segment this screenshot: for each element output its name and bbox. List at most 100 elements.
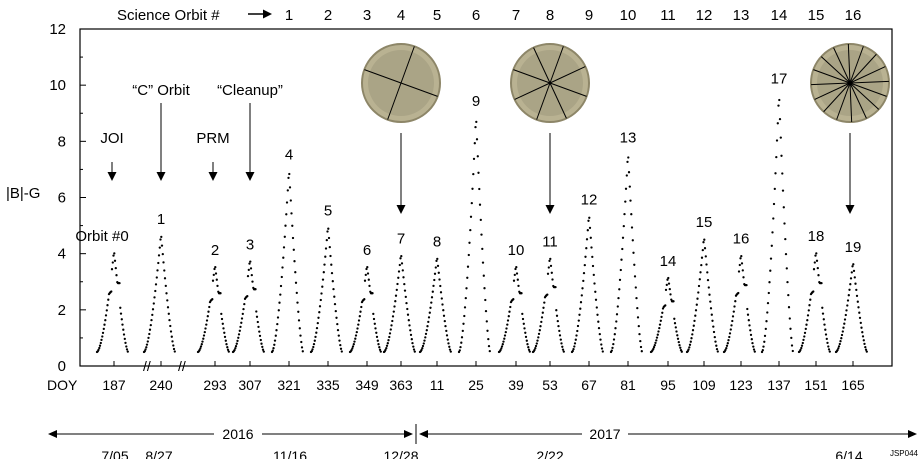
data-point [294, 281, 298, 284]
data-point [770, 244, 773, 247]
data-point [200, 343, 203, 346]
data-point [373, 322, 376, 325]
data-point [864, 345, 867, 349]
data-point [378, 348, 382, 351]
data-point [814, 254, 817, 257]
data-point [261, 345, 264, 349]
data-point [406, 307, 409, 311]
data-point [145, 346, 148, 349]
data-point [163, 269, 166, 272]
data-point [449, 350, 452, 353]
doy-tick-label: 123 [729, 377, 753, 393]
data-point [849, 283, 852, 286]
data-point [841, 330, 844, 333]
data-point [364, 273, 367, 277]
data-point [731, 315, 735, 318]
data-point [314, 335, 317, 339]
data-point [824, 328, 827, 331]
data-point [813, 261, 816, 264]
data-point [821, 312, 825, 315]
data-point [513, 273, 516, 277]
data-point [240, 317, 244, 320]
orbit-peak-label: 14 [660, 253, 677, 270]
data-point [479, 218, 482, 222]
data-point [822, 318, 825, 321]
data-point [584, 255, 587, 258]
data-point [406, 313, 410, 316]
data-point [508, 310, 511, 313]
data-point [459, 345, 462, 349]
data-point [359, 310, 362, 313]
data-point [689, 340, 692, 343]
data-point [336, 328, 340, 332]
orbit-pulse [382, 254, 416, 354]
data-point [652, 347, 655, 351]
data-point [514, 267, 517, 271]
data-point [558, 334, 562, 337]
data-point [405, 301, 408, 305]
data-point [693, 319, 696, 323]
data-point [442, 314, 446, 317]
data-point [440, 297, 443, 300]
data-point [776, 122, 779, 125]
disc-sector-line [400, 46, 415, 84]
data-point [661, 311, 664, 314]
data-point [763, 334, 767, 338]
data-point [799, 348, 802, 352]
data-point [153, 296, 156, 299]
data-point [537, 332, 541, 336]
orbit-pulse [570, 216, 604, 354]
data-point [863, 342, 866, 346]
data-point [428, 311, 431, 314]
data-point [466, 265, 470, 268]
disc-sector-line [849, 82, 880, 110]
doy-tick-label: 67 [581, 377, 597, 393]
data-point [713, 335, 716, 339]
axis-break-2: // [178, 358, 186, 374]
data-point [802, 338, 805, 342]
data-point [771, 231, 774, 234]
data-point [787, 293, 790, 297]
data-point [392, 310, 395, 313]
data-point [550, 271, 553, 274]
data-point [655, 339, 658, 342]
data-point [748, 324, 751, 327]
data-point [161, 252, 164, 256]
data-point [582, 279, 585, 283]
data-point [375, 335, 379, 339]
data-point [775, 139, 779, 142]
data-point [806, 314, 810, 317]
orbit-pulse [457, 120, 491, 354]
data-point [502, 340, 505, 343]
data-point [630, 226, 634, 229]
science-orbit-number: 3 [363, 7, 371, 24]
data-point [632, 251, 635, 254]
data-point [483, 287, 486, 290]
data-point [840, 337, 843, 340]
data-point [730, 324, 733, 327]
data-point [726, 342, 729, 345]
data-point [295, 291, 298, 295]
data-point [764, 327, 767, 331]
data-point [280, 275, 283, 279]
data-point [485, 320, 488, 323]
data-point [422, 342, 425, 345]
data-point [158, 246, 161, 249]
data-point [375, 331, 378, 334]
data-point [371, 292, 374, 295]
data-point [436, 257, 439, 261]
date-label: 7/05 [101, 448, 128, 459]
data-point [777, 104, 780, 107]
axis-break-1: // [143, 358, 151, 374]
data-point [576, 329, 579, 333]
data-point [400, 254, 403, 258]
data-point [749, 333, 753, 337]
data-point [164, 284, 167, 288]
data-point [582, 271, 586, 275]
data-point [741, 269, 744, 272]
data-point [258, 334, 262, 338]
data-point [378, 346, 381, 349]
data-point [548, 259, 551, 263]
data-point [591, 264, 595, 268]
data-point [653, 344, 656, 347]
